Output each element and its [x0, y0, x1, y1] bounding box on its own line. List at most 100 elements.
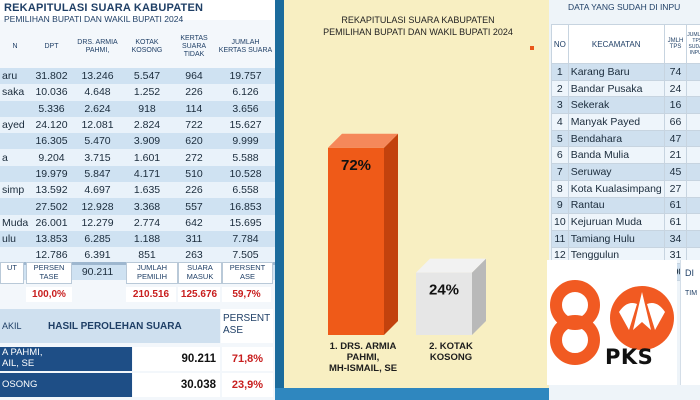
recap-cell-armia: 6.285: [73, 230, 122, 248]
candidate-2-name-line1: OSONG: [2, 379, 38, 390]
right-title: DATA YANG SUDAH DI INPU: [568, 2, 681, 12]
recap-cell-kotak: 3.909: [122, 133, 172, 150]
recap-cell-dpt: 9.204: [30, 149, 73, 166]
kecamatan-no: 7: [551, 163, 569, 181]
recap-cell-dpt: 16.305: [30, 133, 73, 150]
kecamatan-no: 1: [551, 63, 569, 81]
summary-value-persentase: 100,0%: [26, 287, 72, 302]
recap-cell-dpt: 13.853: [30, 230, 73, 248]
summary-value-jumlah-pemilih: 210.516: [126, 287, 176, 302]
candidate-1-name-line2: AIL, SE: [2, 358, 35, 369]
bar-1-side: [384, 133, 398, 335]
recap-cell-jumlah: 15.695: [216, 214, 275, 231]
recap-cell-jumlah: 5.588: [216, 149, 275, 166]
right-input-panel: DATA YANG SUDAH DI INPU NO KECAMATAN JML…: [549, 0, 700, 400]
logo-number-8-bottom: [550, 315, 600, 365]
recap-cell-kecamatan: [0, 198, 30, 215]
recap-table-row: saka 10.036 4.648 1.252 226 6.126: [0, 84, 275, 101]
kecamatan-tps: 21: [663, 146, 688, 165]
left-title: REKAPITULASI SUARA KABUPATEN: [4, 2, 204, 14]
bar-1-category-label: 1. DRS. ARMIA PAHMI, MH-ISMAIL, SE: [310, 341, 416, 374]
kecamatan-tps: 16: [663, 96, 688, 115]
kecamatan-input-cell: [686, 163, 700, 181]
recap-cell-armia: 12.279: [73, 214, 122, 231]
summary-value-persentase-2: 59,7%: [222, 287, 271, 302]
kecamatan-tps: 34: [663, 229, 688, 248]
recap-cell-kecamatan: [0, 165, 30, 183]
recap-cell-jumlah: 3.656: [216, 100, 275, 117]
recap-cell-tidak: 964: [172, 68, 216, 85]
col-header-kotak: KOTAK KOSONG: [131, 39, 163, 54]
recap-cell-armia: 2.624: [73, 100, 122, 117]
recap-cell-kotak: 4.171: [122, 165, 172, 183]
recap-cell-kecamatan: [0, 100, 30, 117]
kecamatan-no: 3: [551, 96, 569, 115]
chart-title-line2: PEMILIHAN BUPATI DAN WAKIL BUPATI 2024: [323, 27, 513, 37]
recap-cell-kecamatan: aru: [0, 68, 30, 85]
recap-table-row: 27.502 12.928 3.368 557 16.853: [0, 198, 275, 215]
recap-table-header: N DPT DRS. ARMIA PAHMI, KOTAK KOSONG KER…: [0, 26, 275, 68]
recap-cell-armia: 5.470: [73, 133, 122, 150]
col-header-dpt: DPT: [44, 43, 59, 50]
bar-chart: 72% 24%: [328, 133, 486, 335]
kecamatan-name: Rantau: [567, 196, 665, 215]
recap-cell-tidak: 272: [172, 149, 216, 166]
recap-table-row: simp 13.592 4.697 1.635 226 6.558: [0, 182, 275, 199]
kecamatan-no: 9: [551, 196, 569, 215]
persentase-header: PERSENT ASE: [221, 309, 273, 343]
pks-logo-icon: [550, 280, 674, 365]
recap-cell-tidak: 642: [172, 214, 216, 231]
side-box-text-2: TIM: [685, 290, 698, 297]
bar-1-category-label-line: PAHMI,: [346, 352, 380, 363]
kecamatan-row: 8 Kota Kualasimpang 27: [551, 179, 700, 198]
bar-1: [328, 147, 384, 335]
bar-1-category-label-line: 1. DRS. ARMIA: [329, 341, 397, 352]
candidate-row-2: OSONG 30.038 23,9%: [0, 373, 275, 397]
recap-cell-kecamatan: ulu: [0, 230, 30, 248]
recap-cell-jumlah: 7.784: [216, 230, 275, 248]
kecamatan-no: 8: [551, 179, 569, 198]
candidate-2-votes: 30.038: [133, 373, 220, 397]
bar-2-category-label: 2. KOTAK KOSONG: [398, 341, 504, 363]
recap-cell-kecamatan: simp: [0, 182, 30, 199]
recap-cell-dpt: 27.502: [30, 198, 73, 215]
col-header-no: NO: [551, 24, 569, 64]
candidate-row-1: A PAHMI, AIL, SE 90.211 71,8%: [0, 347, 275, 371]
kecamatan-input-cell: [686, 213, 700, 231]
recap-cell-armia: 12.928: [73, 198, 122, 215]
candidate-1-name: A PAHMI, AIL, SE: [0, 347, 132, 371]
recap-cell-kecamatan: [0, 133, 30, 150]
recap-cell-kotak: 2.824: [122, 116, 172, 134]
chart-title: REKAPITULASI SUARA KABUPATEN PEMILIHAN B…: [284, 14, 552, 38]
kecamatan-name: Kejuruan Muda: [567, 213, 665, 231]
recap-cell-jumlah: 6.126: [216, 84, 275, 101]
kecamatan-row: 1 Karang Baru 74: [551, 63, 700, 81]
recap-cell-armia: 13.246: [73, 68, 122, 85]
bar-1-category-label-line: MH-ISMAIL, SE: [328, 363, 398, 374]
kecamatan-name: Kota Kualasimpang: [567, 179, 665, 198]
recap-cell-tidak: 263: [172, 247, 216, 264]
recap-cell-tidak: 311: [172, 230, 216, 248]
kecamatan-tps: 24: [663, 79, 688, 98]
kecamatan-tps: 66: [663, 113, 688, 131]
kecamatan-name: Banda Mulia: [567, 146, 665, 165]
kecamatan-row: 7 Seruway 45: [551, 163, 700, 181]
chart-marker: [530, 46, 534, 50]
bar-1-value-label: 72%: [341, 157, 371, 174]
recap-cell-tidak: 226: [172, 182, 216, 199]
hasil-header-label: HASIL PEROLEHAN SUARA: [48, 321, 182, 332]
col-header-jumlah: JUMLAH KERTAS SUARA: [218, 39, 273, 54]
chart-panel: REKAPITULASI SUARA KABUPATEN PEMILIHAN B…: [284, 0, 552, 388]
bar-2: [416, 272, 472, 335]
recap-cell-dpt: 19.979: [30, 165, 73, 183]
recap-cell-dpt: 13.592: [30, 182, 73, 199]
kecamatan-row: 6 Banda Mulia 21: [551, 146, 700, 165]
left-header: REKAPITULASI SUARA KABUPATEN PEMILIHAN B…: [0, 0, 275, 24]
logo-left-wing: [619, 303, 637, 330]
kecamatan-tps: 61: [663, 196, 688, 215]
summary-label-ut: UT: [0, 262, 24, 284]
summary-label-persentase-2: PERSENT ASE: [222, 262, 273, 284]
kecamatan-input-cell: [686, 146, 700, 165]
recap-cell-jumlah: 7.505: [216, 247, 275, 264]
kecamatan-name: Seruway: [567, 163, 665, 181]
